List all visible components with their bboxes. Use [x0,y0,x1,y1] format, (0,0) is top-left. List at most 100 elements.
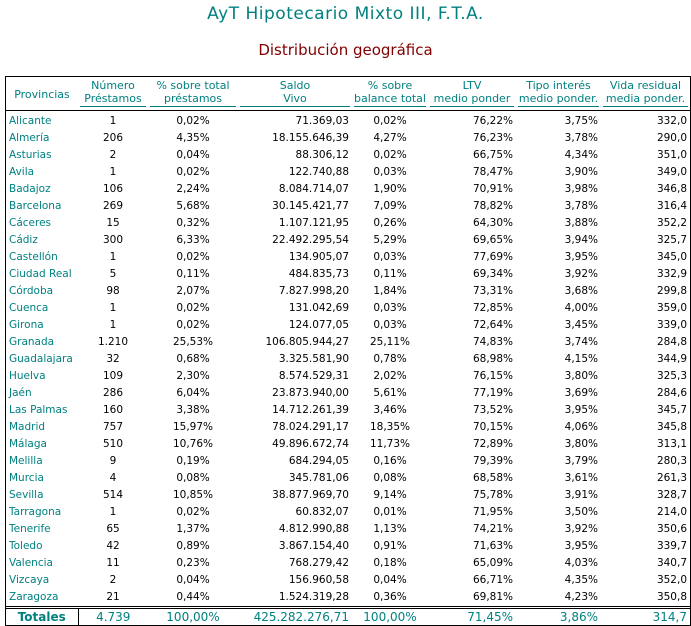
cell-pct-balance: 1,90% [373,182,407,195]
cell-vida-residual: 332,0 [656,114,687,127]
cell-pct-balance: 0,36% [373,590,407,603]
cell-saldo-vivo: 49.896.672,74 [272,437,349,450]
cell-provincia: Guadalajara [9,352,73,365]
cell-ltv: 69,34% [472,267,513,280]
table-row: Ciudad Real 5 0,11% 484.835,73 0,11% 69,34% 3,… [6,266,690,283]
cell-pct-prestamos: 0,11% [176,267,210,280]
cell-tipo-interes: 3,45% [564,318,598,331]
cell-tipo-interes: 3,79% [564,454,598,467]
cell-vida-residual: 345,8 [656,420,687,433]
header-pct-balance-total: % sobre balance total [352,77,428,111]
cell-ltv: 78,82% [472,199,513,212]
totals-vida: 314,7 [601,605,690,626]
cell-vida-residual: 339,0 [656,318,687,331]
cell-pct-prestamos: 4,35% [176,131,210,144]
cell-numero-prestamos: 300 [102,233,124,246]
cell-provincia: Avila [9,165,35,178]
cell-vida-residual: 352,0 [656,573,687,586]
cell-saldo-vivo: 134.905,07 [288,250,349,263]
cell-tipo-interes: 3,75% [564,114,598,127]
cell-pct-balance: 0,03% [373,165,407,178]
cell-pct-prestamos: 0,02% [176,250,210,263]
cell-vida-residual: 350,6 [656,522,687,535]
cell-ltv: 75,78% [472,488,513,501]
cell-provincia: Málaga [9,437,47,450]
geographic-distribution-table: Provincias Número Préstamos % sobre total… [6,77,690,626]
table-row: Granada 1.210 25,53% 106.805.944,27 25,11% 74… [6,334,690,351]
cell-provincia: Murcia [9,471,44,484]
totals-row: Totales 4.739 100,00% 425.282.276,71 100… [6,605,690,626]
cell-tipo-interes: 3,80% [564,369,598,382]
cell-tipo-interes: 3,98% [564,182,598,195]
cell-provincia: Tenerife [9,522,51,535]
cell-pct-prestamos: 0,08% [176,471,210,484]
cell-tipo-interes: 3,78% [564,131,598,144]
cell-provincia: Barcelona [9,199,62,212]
cell-pct-balance: 5,29% [373,233,407,246]
cell-pct-balance: 25,11% [369,335,411,348]
cell-numero-prestamos: 2 [109,573,117,586]
cell-tipo-interes: 4,15% [564,352,598,365]
cell-provincia: Vizcaya [9,573,50,586]
cell-ltv: 77,69% [472,250,513,263]
cell-saldo-vivo: 8.574.529,31 [278,369,349,382]
cell-ltv: 72,85% [472,301,513,314]
cell-provincia: Sevilla [9,488,44,501]
cell-ltv: 70,15% [472,420,513,433]
cell-saldo-vivo: 484.835,73 [288,267,349,280]
cell-numero-prestamos: 5 [109,267,117,280]
table-row: Guadalajara 32 0,68% 3.325.581,90 0,78% 68,98… [6,351,690,368]
cell-vida-residual: 280,3 [656,454,687,467]
cell-numero-prestamos: 1 [109,505,117,518]
cell-saldo-vivo: 3.325.581,90 [278,352,349,365]
cell-vida-residual: 328,7 [656,488,687,501]
cell-pct-prestamos: 3,38% [176,403,210,416]
cell-ltv: 72,89% [472,437,513,450]
cell-tipo-interes: 3,88% [564,216,598,229]
cell-ltv: 68,98% [472,352,513,365]
cell-saldo-vivo: 38.877.969,70 [272,488,349,501]
header-saldo-vivo: Saldo Vivo [238,77,352,111]
cell-provincia: Jaén [9,386,32,399]
cell-pct-prestamos: 6,33% [176,233,210,246]
cell-numero-prestamos: 98 [106,284,120,297]
cell-ltv: 76,23% [472,131,513,144]
cell-saldo-vivo: 156.960,58 [288,573,349,586]
cell-pct-balance: 0,91% [373,539,407,552]
cell-pct-prestamos: 0,89% [176,539,210,552]
cell-ltv: 64,30% [472,216,513,229]
report-title: AyT Hipotecario Mixto III, F.T.A. [207,4,484,24]
cell-vida-residual: 325,7 [656,233,687,246]
cell-saldo-vivo: 768.279,42 [288,556,349,569]
cell-provincia: Madrid [9,420,46,433]
cell-numero-prestamos: 1 [109,301,117,314]
cell-provincia: Castellón [9,250,58,263]
cell-saldo-vivo: 23.873.940,00 [272,386,349,399]
cell-vida-residual: 284,6 [656,386,687,399]
cell-saldo-vivo: 14.712.261,39 [272,403,349,416]
cell-provincia: Almería [9,131,50,144]
table-row: Tenerife 65 1,37% 4.812.990,88 1,13% 74,21% 3,… [6,521,690,538]
cell-saldo-vivo: 4.812.990,88 [278,522,349,535]
cell-tipo-interes: 3,80% [564,437,598,450]
cell-provincia: Huelva [9,369,46,382]
totals-tipo: 3,86% [516,605,601,626]
cell-pct-prestamos: 0,68% [176,352,210,365]
table-row: Alicante 1 0,02% 71.369,03 0,02% 76,22% 3,75% 3… [6,110,690,130]
cell-pct-prestamos: 2,30% [176,369,210,382]
distribution-table-frame: Provincias Número Préstamos % sobre total… [5,76,691,626]
cell-pct-prestamos: 2,24% [176,182,210,195]
cell-saldo-vivo: 106.805.944,27 [265,335,350,348]
cell-numero-prestamos: 11 [106,556,120,569]
cell-tipo-interes: 3,92% [564,522,598,535]
table-row: Huelva 109 2,30% 8.574.529,31 2,02% 76,15% 3,8… [6,368,690,385]
cell-numero-prestamos: 2 [109,148,117,161]
cell-numero-prestamos: 1 [109,114,117,127]
cell-saldo-vivo: 3.867.154,40 [278,539,349,552]
cell-pct-balance: 9,14% [373,488,407,501]
cell-ltv: 68,58% [472,471,513,484]
cell-pct-balance: 0,78% [373,352,407,365]
table-row: Toledo 42 0,89% 3.867.154,40 0,91% 71,63% 3,95… [6,538,690,555]
cell-pct-balance: 5,61% [373,386,407,399]
cell-numero-prestamos: 9 [109,454,117,467]
